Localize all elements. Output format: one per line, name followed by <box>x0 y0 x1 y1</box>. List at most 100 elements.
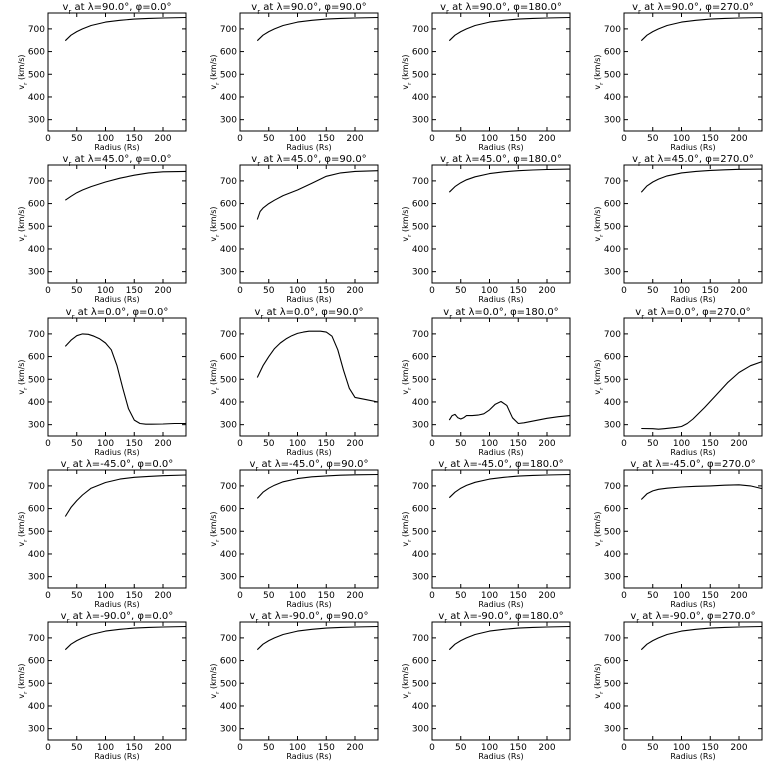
chart-panel-4: vr at λ=90.0°, φ=270.0°0 50 100 150 20030040… <box>593 2 763 152</box>
chart-title-symbol: v <box>632 2 638 13</box>
y-axis-label-rest: (km/s) <box>209 206 218 234</box>
y-axis-label-symbol: v <box>209 542 218 547</box>
y-tick-label: 700 <box>28 177 45 187</box>
y-axis-label-symbol: v <box>209 237 218 242</box>
x-tick-label: 0 <box>45 439 51 449</box>
y-tick-label: 600 <box>604 48 621 58</box>
chart-title-rest: at λ=45.0°, φ=270.0° <box>641 154 754 165</box>
x-tick-label: 200 <box>154 591 171 601</box>
plot-frame <box>431 317 571 437</box>
y-tick-label: 700 <box>412 177 429 187</box>
x-tick-label: 100 <box>481 743 498 753</box>
y-tick-label: 600 <box>220 505 237 515</box>
y-axis-label-subscript: r <box>215 387 221 390</box>
y-axis-label-subscript: r <box>23 234 29 237</box>
y-tick-label: 600 <box>604 353 621 363</box>
y-tick-label: 600 <box>412 48 429 58</box>
chart-title: vr at λ=-45.0°, φ=90.0° <box>250 459 369 473</box>
x-tick-label: 0 <box>237 134 243 144</box>
y-tick-label: 600 <box>604 200 621 210</box>
x-tick-label: 100 <box>289 286 306 296</box>
chart-title-rest: at λ=-90.0°, φ=180.0° <box>447 611 564 622</box>
x-tick-label: 150 <box>702 591 719 601</box>
y-tick-label: 300 <box>220 268 237 278</box>
y-tick-label: 700 <box>28 634 45 644</box>
series-line-1 <box>64 16 187 42</box>
x-tick-label: 50 <box>647 591 659 601</box>
chart-title: vr at λ=90.0°, φ=180.0° <box>440 2 562 16</box>
y-tick-label: 500 <box>220 527 237 537</box>
y-tick-label: 300 <box>604 116 621 126</box>
x-tick-label: 200 <box>346 286 363 296</box>
y-axis-label-rest: (km/s) <box>209 54 218 82</box>
x-tick-label: 150 <box>318 591 335 601</box>
series-line-1 <box>641 361 763 430</box>
y-axis-label-symbol: v <box>17 542 26 547</box>
chart-title-symbol: v <box>630 611 636 622</box>
series-line-1 <box>256 16 379 42</box>
y-axis-label-symbol: v <box>593 542 602 547</box>
chart-title-symbol: v <box>61 459 67 470</box>
y-tick-label: 700 <box>28 25 45 35</box>
x-tick-label: 200 <box>154 743 171 753</box>
chart-title: vr at λ=0.0°, φ=180.0° <box>443 307 558 321</box>
x-axis-label: Radius (Rs) <box>478 143 523 152</box>
y-tick-label: 400 <box>412 398 429 408</box>
plot-frame <box>431 12 571 132</box>
x-axis-label: Radius (Rs) <box>478 600 523 609</box>
y-tick-label: 600 <box>28 657 45 667</box>
x-tick-label: 50 <box>263 439 275 449</box>
y-tick-label: 600 <box>220 200 237 210</box>
y-tick-label: 700 <box>28 330 45 340</box>
chart-panel-10: vr at λ=0.0°, φ=90.0°0 50 100 150 2003004005… <box>209 307 379 457</box>
y-tick-label: 600 <box>412 200 429 210</box>
y-tick-label: 400 <box>28 93 45 103</box>
chart-panel-19: vr at λ=-90.0°, φ=180.0°0 50 100 150 2003004… <box>401 611 571 761</box>
y-tick-label: 400 <box>28 245 45 255</box>
x-tick-label: 150 <box>702 134 719 144</box>
x-tick-label: 200 <box>538 743 555 753</box>
series-line-1 <box>256 170 379 220</box>
y-tick-label: 600 <box>28 200 45 210</box>
series-line-1 <box>448 473 571 499</box>
chart-panel-7: vr at λ=45.0°, φ=180.0°0 50 100 150 20030040… <box>401 154 571 304</box>
y-tick-label: 500 <box>412 375 429 385</box>
x-tick-label: 200 <box>346 743 363 753</box>
y-axis-label-rest: (km/s) <box>593 54 602 82</box>
chart-title-subscript: r <box>255 617 258 625</box>
plot-frame <box>47 469 187 589</box>
x-tick-label: 150 <box>126 439 143 449</box>
chart-title: vr at λ=0.0°, φ=0.0° <box>66 307 169 321</box>
chart-title-subscript: r <box>67 617 70 625</box>
plot-frame <box>623 164 763 284</box>
x-tick-label: 200 <box>538 134 555 144</box>
chart-title-rest: at λ=45.0°, φ=90.0° <box>260 154 367 165</box>
y-tick-label: 400 <box>412 702 429 712</box>
chart-title-symbol: v <box>440 2 446 13</box>
x-axis-label: Radius (Rs) <box>94 143 139 152</box>
series-line-1 <box>640 16 763 42</box>
chart-title: vr at λ=45.0°, φ=270.0° <box>632 154 754 168</box>
chart-title-symbol: v <box>61 611 67 622</box>
y-axis-label-subscript: r <box>23 387 29 390</box>
chart-title: vr at λ=45.0°, φ=180.0° <box>440 154 562 168</box>
chart-title-subscript: r <box>72 313 75 321</box>
chart-title-symbol: v <box>438 459 444 470</box>
chart-title-subscript: r <box>444 465 447 473</box>
x-tick-label: 100 <box>673 286 690 296</box>
chart-panel-2: vr at λ=90.0°, φ=90.0°0 50 100 150 200300400… <box>209 2 379 152</box>
y-axis-label-symbol: v <box>209 694 218 699</box>
y-axis-label-symbol: v <box>593 237 602 242</box>
plot-frame <box>47 12 187 132</box>
chart-title-rest: at λ=-45.0°, φ=180.0° <box>447 459 564 470</box>
x-tick-label: 100 <box>97 286 114 296</box>
chart-title-rest: at λ=-45.0°, φ=270.0° <box>639 459 756 470</box>
y-tick-label: 300 <box>412 268 429 278</box>
chart-title: vr at λ=90.0°, φ=0.0° <box>62 2 171 16</box>
y-axis-label-subscript: r <box>407 691 413 694</box>
chart-title-symbol: v <box>443 307 449 318</box>
y-axis-label-subscript: r <box>599 82 605 85</box>
chart-title-subscript: r <box>449 313 452 321</box>
x-tick-label: 100 <box>481 591 498 601</box>
x-tick-label: 0 <box>237 743 243 753</box>
